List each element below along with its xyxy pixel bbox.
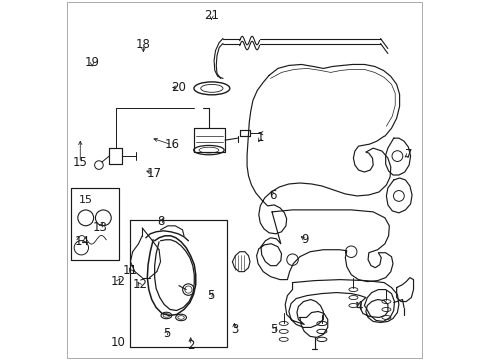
Text: 4: 4 [355,300,362,313]
Text: 3: 3 [230,323,238,336]
Text: 13: 13 [93,221,107,234]
Text: 15: 15 [79,195,93,205]
Text: 15: 15 [73,156,87,169]
Text: 5: 5 [207,289,214,302]
Text: 6: 6 [269,189,276,202]
Text: 9: 9 [301,233,308,246]
Text: 18: 18 [136,38,150,51]
Text: 14: 14 [75,235,90,248]
Text: 16: 16 [164,138,179,151]
Text: 21: 21 [203,9,219,22]
Text: 1: 1 [256,131,264,144]
Text: 19: 19 [84,56,100,69]
Text: 5: 5 [163,327,170,340]
Text: 5: 5 [270,323,277,336]
Text: 8: 8 [157,215,164,228]
Text: 17: 17 [146,167,162,180]
Text: 12: 12 [111,275,125,288]
Text: 20: 20 [170,81,185,94]
Text: 12: 12 [132,278,147,291]
Text: 2: 2 [186,339,194,352]
Text: 7: 7 [404,148,412,161]
Text: 10: 10 [111,336,125,348]
Text: 11: 11 [122,264,138,277]
